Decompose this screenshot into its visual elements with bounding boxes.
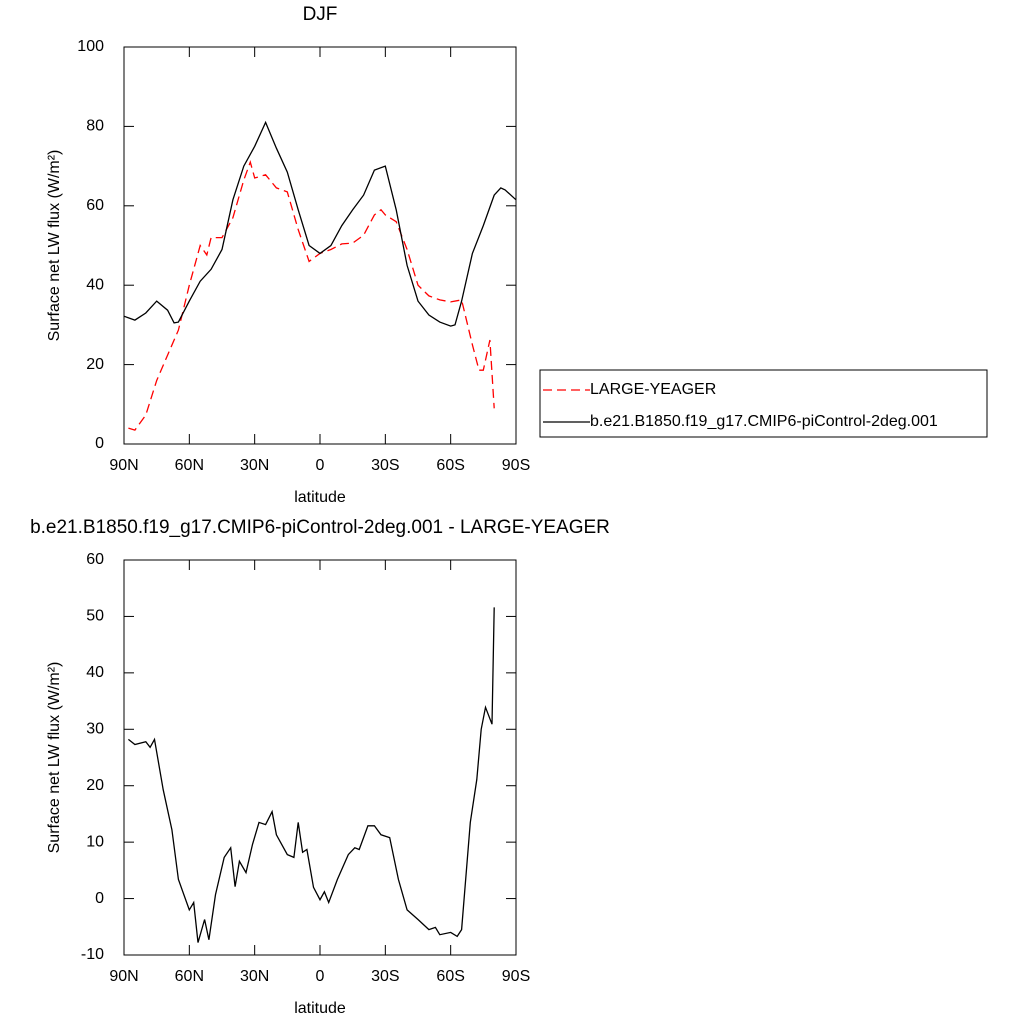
data-line	[128, 159, 495, 431]
legend-box	[539, 369, 988, 438]
legend-label: b.e21.B1850.f19_g17.CMIP6-piControl-2deg…	[590, 413, 938, 430]
y-tick-label: 60	[86, 197, 104, 214]
x-tick-label: 30S	[371, 968, 399, 985]
x-tick-label: 30S	[371, 457, 399, 474]
legend-label: LARGE-YEAGER	[590, 381, 716, 398]
data-line	[123, 120, 517, 327]
x-tick-label: 0	[316, 457, 325, 474]
x-tick-label: 90S	[502, 968, 530, 985]
plot-frame	[123, 46, 517, 445]
y-tick-label: 50	[86, 608, 104, 625]
y-tick-label: 40	[86, 664, 104, 681]
y-axis-label: Surface net LW flux (W/m²)	[46, 150, 63, 342]
y-tick-label: 60	[86, 551, 104, 568]
x-axis-label: latitude	[294, 489, 346, 506]
x-tick-label: 60S	[436, 457, 464, 474]
x-tick-label: 90N	[109, 457, 138, 474]
y-tick-label: 10	[86, 833, 104, 850]
y-tick-label: 40	[86, 276, 104, 293]
y-tick-label: 100	[77, 38, 104, 55]
x-tick-label: 60S	[436, 968, 464, 985]
x-tick-label: 30N	[240, 457, 269, 474]
y-tick-label: 0	[95, 890, 104, 907]
x-axis-label: latitude	[294, 1000, 346, 1017]
x-tick-label: 90N	[109, 968, 138, 985]
x-tick-label: 60N	[175, 457, 204, 474]
y-axis-label: Surface net LW flux (W/m²)	[46, 662, 63, 854]
chart-title: DJF	[303, 4, 338, 25]
y-tick-label: -10	[81, 946, 104, 963]
y-tick-label: 0	[95, 435, 104, 452]
x-tick-label: 30N	[240, 968, 269, 985]
x-tick-label: 0	[316, 968, 325, 985]
x-tick-label: 90S	[502, 457, 530, 474]
y-tick-label: 30	[86, 721, 104, 738]
y-tick-label: 20	[86, 356, 104, 373]
plot-frame	[123, 559, 517, 956]
x-tick-label: 60N	[175, 968, 204, 985]
y-tick-label: 80	[86, 118, 104, 135]
data-line	[127, 607, 495, 943]
chart-title: b.e21.B1850.f19_g17.CMIP6-piControl-2deg…	[30, 517, 610, 538]
y-tick-label: 20	[86, 777, 104, 794]
